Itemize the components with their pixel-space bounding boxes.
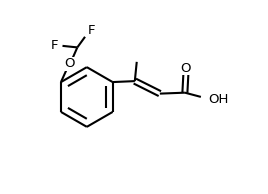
Text: F: F <box>87 23 95 36</box>
Text: F: F <box>51 39 58 52</box>
Text: O: O <box>64 57 75 70</box>
Text: O: O <box>181 62 191 75</box>
Text: OH: OH <box>208 93 228 106</box>
